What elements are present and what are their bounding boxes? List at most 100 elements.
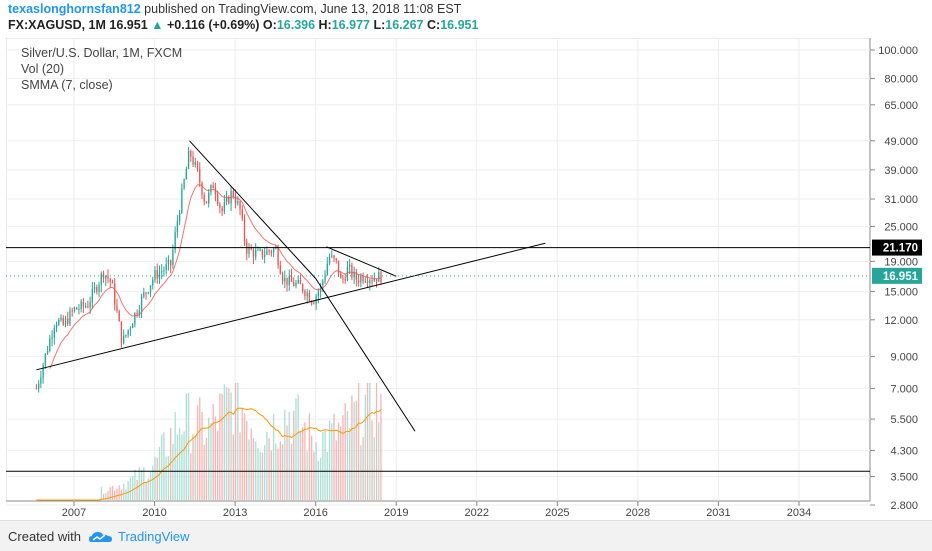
volume-bar [346,411,349,500]
candle-body [91,288,94,303]
candle-body [344,279,346,281]
volume-bar [293,410,295,500]
author-link[interactable]: texaslonghornsfan812 [8,2,141,16]
candle-body [255,249,257,257]
candle-body [192,156,194,165]
x-tick-label: 2013 [223,507,247,516]
candle-body [55,324,58,328]
candle-body [46,350,49,354]
volume-bar [295,398,297,500]
candle-body [250,246,252,250]
volume-bar [248,439,250,500]
candle-body [357,280,360,283]
volume-bar [172,443,174,500]
candle-body [136,312,138,315]
volume-bar [216,431,219,500]
candle-body [102,273,105,279]
volume-bar [161,434,163,500]
candle-body [366,281,369,283]
candle-body [89,302,91,308]
candle-body [232,190,234,197]
x-tick-label: 2028 [626,507,650,516]
volume-bar [190,453,192,500]
volume-bar [290,443,293,500]
candle-body [181,188,183,213]
x-tick-label: 2025 [545,507,569,516]
volume-bar [351,395,353,500]
volume-bar [165,456,167,500]
candle-body [183,179,185,189]
candle-body [118,311,120,322]
volume-bar [326,451,328,500]
tradingview-link[interactable]: TradingView [118,529,190,544]
volume-bar [380,393,382,500]
candle-body [169,260,172,266]
volume-bar [232,434,234,500]
volume-bar [163,432,165,500]
publish-line: texaslonghornsfan812 published on Tradin… [8,2,461,16]
volume-bar [107,490,109,500]
volume-bar [297,394,299,500]
volume-bar [100,486,102,500]
last-price-tag-bg [872,267,922,284]
created-with-text: Created with [8,529,81,544]
y-tick-label: 49.000 [884,136,918,148]
candle-body [125,334,127,336]
candle-body [93,287,96,289]
candle-body [96,287,98,292]
volume-bar [246,420,248,500]
candle-body [82,301,85,307]
candle-body [111,281,114,284]
candle-body [277,248,279,266]
volume-bar [281,444,284,500]
candle-body [152,279,154,286]
volume-bar [223,384,226,500]
volume-bar [333,413,335,500]
candle-body [281,273,284,282]
candle-body [252,249,255,257]
candle-body [67,318,69,325]
volume-bar [234,383,237,500]
volume-bar [212,404,214,500]
footer-bar: Created with TradingView [0,520,932,551]
volume-bar [145,481,147,500]
volume-bar [263,445,266,500]
candle-body [237,201,239,204]
candle-body [234,196,237,204]
x-tick-label: 2016 [303,507,327,516]
volume-bar [371,420,373,500]
volume-bar [279,441,281,500]
candle-body [324,274,326,281]
volume-bar [328,420,331,500]
candle-body [302,284,304,292]
volume-bar [302,427,304,500]
volume-bar [111,485,114,500]
candle-body [87,306,89,308]
x-tick-label: 2010 [142,507,166,516]
candle-body [328,256,331,264]
candle-body [306,292,308,297]
y-tick-label: 100.000 [878,45,918,57]
price-chart[interactable]: 100.000 80.000 65.000 49.000 39.000 31.000 25.… [5,37,926,519]
candle-body [272,248,275,253]
candle-body [203,195,205,202]
candle-body [257,249,259,251]
y-tick-label: 5.500 [890,414,918,426]
chart-area[interactable]: 100.000 80.000 65.000 49.000 39.000 31.000 25.… [5,37,926,519]
volume-bar [228,388,230,500]
candle-body [147,292,149,294]
candle-body [331,255,333,257]
volume-bar [131,476,134,500]
volume-bar [109,487,111,500]
chart-header: texaslonghornsfan812 published on Tradin… [0,0,932,36]
volume-bar [178,428,181,500]
level-price-tag: 21.170 [883,243,918,255]
candle-body [210,185,212,193]
candle-body [194,162,196,165]
x-tick-label: 2031 [706,507,730,516]
candle-body [114,283,116,306]
candle-body [241,209,243,219]
volume-bar [127,481,129,500]
volume-bar [194,435,196,500]
candle-body [149,285,152,293]
